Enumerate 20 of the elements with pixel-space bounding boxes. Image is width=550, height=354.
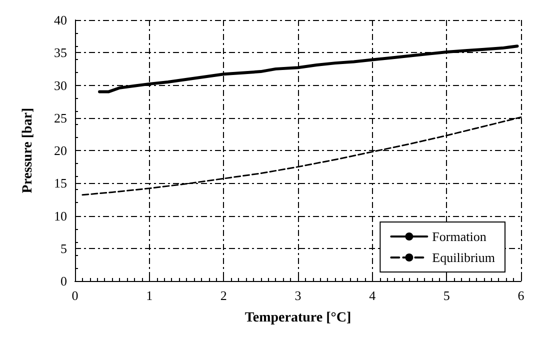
y-tick-label: 25 xyxy=(54,110,67,126)
x-tick-label: 2 xyxy=(220,288,227,303)
legend-label: Equilibrium xyxy=(432,250,496,265)
x-tick-label: 4 xyxy=(369,288,376,303)
x-tick-label: 0 xyxy=(72,288,78,303)
x-tick-label: 6 xyxy=(518,288,525,303)
x-tick-label: 5 xyxy=(443,288,450,303)
x-tick-label: 1 xyxy=(146,288,153,303)
y-tick-label: 15 xyxy=(54,176,67,191)
x-axis-title: Temperature [°C] xyxy=(244,310,352,326)
y-tick-label: 40 xyxy=(54,12,67,28)
y-tick-label: 5 xyxy=(60,240,67,256)
y-axis-title: Pressure [bar] xyxy=(20,108,36,194)
y-tick-label: 20 xyxy=(54,143,67,158)
y-tick-label: 0 xyxy=(60,274,67,288)
y-tick-label: 30 xyxy=(54,78,67,93)
y-tick-label: 10 xyxy=(54,208,67,224)
x-tick-label: 3 xyxy=(294,288,302,303)
y-tick-label: 35 xyxy=(54,45,67,60)
legend-label: Formation xyxy=(432,229,487,244)
